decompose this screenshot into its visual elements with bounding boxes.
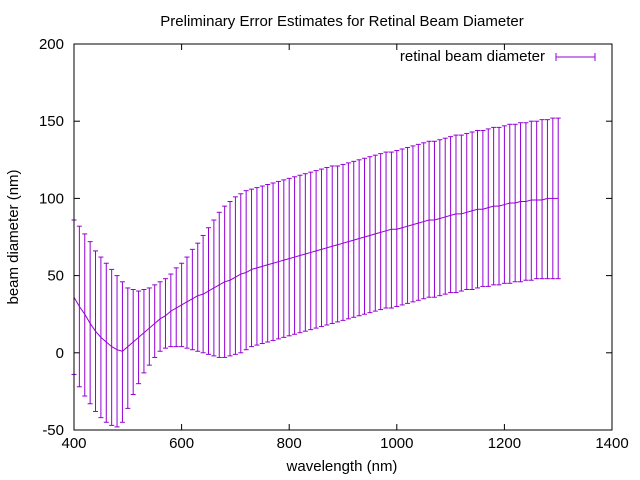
series-group [71,117,561,428]
legend-sample [555,53,596,61]
x-tick-label: 400 [61,435,86,452]
axis-tick-labels: 400 600 800 1000 1200 1400 -50 0 50 100 150 200 [39,36,629,452]
x-tick-label: 600 [169,435,194,452]
legend: retinal beam diameter [400,48,596,65]
x-axis-title: wavelength (nm) [286,458,398,475]
y-tick-label: -50 [42,422,64,439]
x-tick-label: 1400 [595,435,628,452]
series-line [73,197,559,352]
y-tick-label: 100 [39,190,64,207]
legend-label: retinal beam diameter [400,48,545,65]
y-tick-label: 0 [56,345,64,362]
y-axis-title: beam diameter (nm) [5,169,22,304]
y-tick-label: 200 [39,36,64,53]
x-tick-label: 800 [277,435,302,452]
y-tick-label: 50 [47,268,64,285]
x-tick-label: 1200 [488,435,521,452]
x-tick-label: 1000 [380,435,413,452]
plot-frame [73,43,613,431]
chart-title: Preliminary Error Estimates for Retinal … [160,13,523,30]
y-tick-label: 150 [39,113,64,130]
